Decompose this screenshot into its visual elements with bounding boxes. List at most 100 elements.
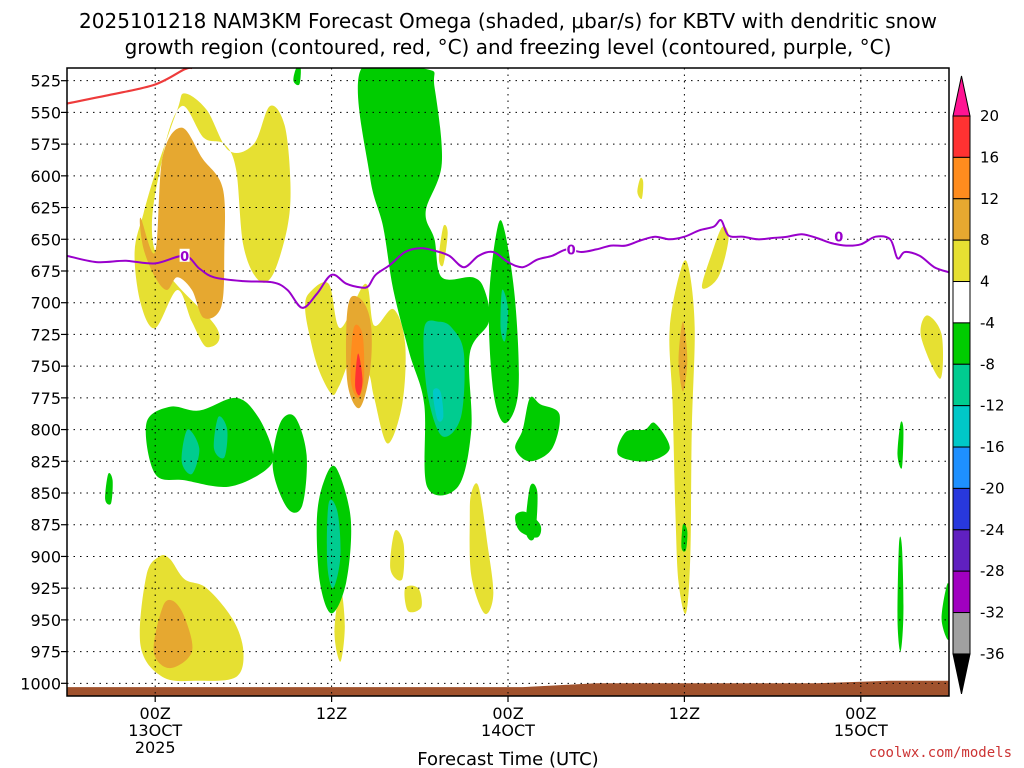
colorbar-arrow-bottom bbox=[952, 653, 971, 695]
grid-lines bbox=[67, 68, 949, 696]
omega-region-25 bbox=[213, 416, 228, 459]
colorbar-label-0: 20 bbox=[980, 107, 999, 125]
omega-region-14 bbox=[701, 226, 729, 289]
omega-region-33 bbox=[897, 421, 904, 469]
omega-region-26 bbox=[272, 414, 307, 513]
y-tick-label-775: 775 bbox=[30, 389, 61, 408]
x-tick-label-12-0: 12Z bbox=[316, 704, 347, 723]
y-tick-label-625: 625 bbox=[30, 199, 61, 218]
omega-region-32 bbox=[105, 472, 113, 505]
freezing-level-label-1: 0 bbox=[567, 243, 576, 258]
omega-region-24 bbox=[181, 429, 200, 475]
omega-region-7 bbox=[153, 599, 193, 669]
omega-region-19 bbox=[423, 320, 465, 437]
omega-region-10 bbox=[390, 529, 405, 581]
y-tick-label-925: 925 bbox=[30, 579, 61, 598]
omega-region-15 bbox=[920, 315, 944, 379]
y-tick-label-850: 850 bbox=[30, 484, 61, 503]
omega-region-29 bbox=[515, 396, 560, 462]
dgz-contour-line bbox=[67, 68, 193, 105]
colorbar-arrow-top bbox=[952, 75, 971, 117]
colorbar-segment-12 bbox=[952, 570, 971, 614]
colorbar-label-4: 4 bbox=[980, 273, 990, 291]
colorbar-label-7: -12 bbox=[980, 397, 1005, 415]
freezing-level-label-0: 0 bbox=[180, 250, 189, 265]
x-tick-label-48-1: 15OCT bbox=[834, 721, 888, 740]
y-tick-label-600: 600 bbox=[30, 167, 61, 186]
colorbar-label-1: 16 bbox=[980, 148, 999, 166]
credit-text: coolwx.com/models bbox=[869, 745, 1012, 761]
x-axis-label: Forecast Time (UTC) bbox=[417, 749, 598, 768]
colorbar-label-10: -24 bbox=[980, 521, 1005, 539]
omega-region-35 bbox=[941, 583, 949, 640]
colorbar-label-6: -8 bbox=[980, 355, 995, 373]
y-tick-label-875: 875 bbox=[30, 516, 61, 535]
y-tick-label-750: 750 bbox=[30, 357, 61, 376]
y-tick-label-575: 575 bbox=[30, 135, 61, 154]
y-tick-label-675: 675 bbox=[30, 262, 61, 281]
y-tick-label-550: 550 bbox=[30, 103, 61, 122]
y-tick-label-975: 975 bbox=[30, 643, 61, 662]
omega-region-34 bbox=[897, 536, 904, 652]
colorbar-label-8: -16 bbox=[980, 438, 1005, 456]
y-tick-label-725: 725 bbox=[30, 325, 61, 344]
colorbar-segment-9 bbox=[952, 446, 971, 489]
freezing-label-bg-0 bbox=[179, 248, 190, 262]
terrain-fill bbox=[67, 680, 949, 696]
x-tick-label-48-0: 00Z bbox=[845, 704, 876, 723]
x-tick-label-24-0: 00Z bbox=[492, 704, 523, 723]
omega-region-22 bbox=[500, 289, 509, 342]
freezing-label-bg-2 bbox=[833, 229, 844, 243]
y-tick-label-525: 525 bbox=[30, 72, 61, 91]
colorbar-segment-4 bbox=[952, 239, 971, 283]
colorbar-segment-8 bbox=[952, 405, 971, 448]
y-axis: 525 550 575 600 625 650 675 700 725 750 775 800 825 8… bbox=[20, 72, 67, 693]
x-tick-label-24-1: 14OCT bbox=[481, 721, 535, 740]
colorbar-segment-13 bbox=[952, 612, 971, 655]
omega-region-38 bbox=[681, 523, 688, 552]
y-tick-label-950: 950 bbox=[30, 611, 61, 630]
omega-region-8 bbox=[469, 483, 494, 615]
omega-region-0 bbox=[134, 93, 291, 348]
omega-region-2 bbox=[305, 281, 406, 444]
freezing-level-line bbox=[67, 219, 949, 309]
colorbar-label-12: -32 bbox=[980, 604, 1005, 622]
omega-region-23 bbox=[145, 397, 274, 487]
omega-region-12 bbox=[669, 260, 695, 615]
x-tick-label-36-0: 12Z bbox=[669, 704, 700, 723]
colorbar-segment-3 bbox=[952, 198, 971, 241]
omega-region-16 bbox=[438, 224, 448, 267]
colorbar-label-11: -28 bbox=[980, 562, 1005, 580]
contour-lines: 0 0 0 bbox=[67, 68, 949, 309]
colorbar-label-9: -20 bbox=[980, 479, 1005, 497]
omega-region-37 bbox=[525, 483, 538, 541]
omega-region-17 bbox=[637, 177, 644, 200]
omega-region-13 bbox=[678, 321, 688, 392]
colorbar-label-3: 8 bbox=[980, 231, 990, 249]
omega-region-28 bbox=[326, 499, 341, 589]
colorbar-segment-5 bbox=[952, 281, 971, 324]
colorbar-segment-11 bbox=[952, 529, 971, 572]
freezing-level-label-2: 0 bbox=[834, 231, 843, 246]
colorbar-label-13: -36 bbox=[980, 645, 1005, 663]
omega-region-30 bbox=[617, 422, 670, 462]
omega-region-11 bbox=[404, 585, 422, 613]
y-tick-label-800: 800 bbox=[30, 421, 61, 440]
x-tick-label-0-1: 13OCT bbox=[128, 721, 182, 740]
colorbar-label-2: 12 bbox=[980, 190, 999, 208]
omega-region-20 bbox=[432, 388, 444, 422]
colorbar-label-5: -4 bbox=[980, 314, 995, 332]
y-tick-label-1000: 1000 bbox=[20, 674, 61, 693]
omega-shading bbox=[67, 68, 949, 696]
freezing-label-bg-1 bbox=[566, 242, 577, 256]
colorbar: 20 16 12 8 4 -4 -8 -12 -16 -20 -24 -28 -32 -36 bbox=[952, 75, 1005, 695]
x-tick-label-0-0: 00Z bbox=[140, 704, 171, 723]
colorbar-segment-1 bbox=[952, 115, 971, 158]
colorbar-segment-2 bbox=[952, 156, 971, 200]
colorbar-segment-7 bbox=[952, 363, 971, 407]
y-tick-label-700: 700 bbox=[30, 294, 61, 313]
y-tick-label-650: 650 bbox=[30, 230, 61, 249]
colorbar-segment-6 bbox=[952, 322, 971, 365]
